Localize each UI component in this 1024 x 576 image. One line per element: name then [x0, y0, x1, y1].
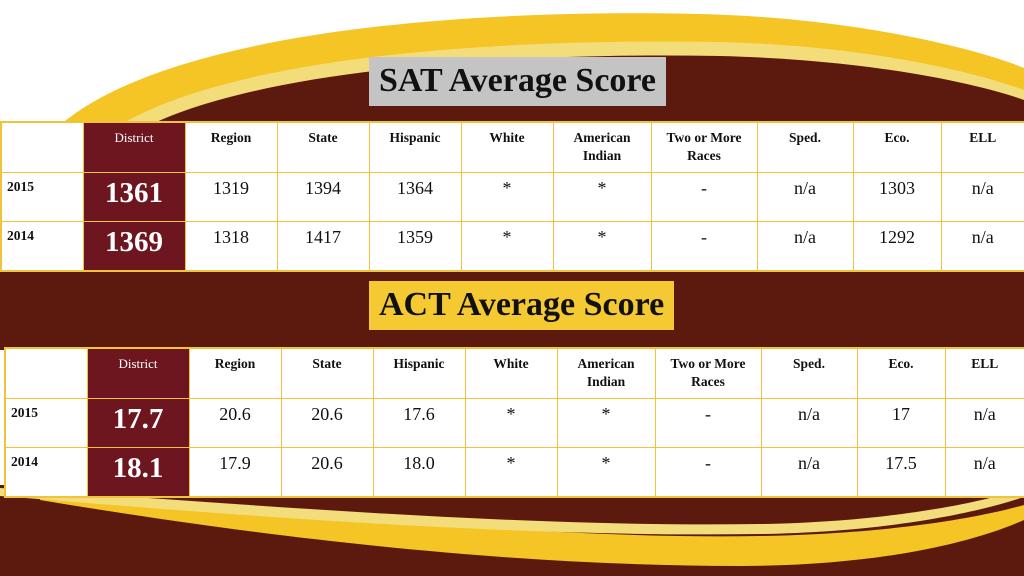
table-cell: n/a: [760, 398, 858, 448]
table-cell: n/a: [940, 172, 1024, 222]
table-cell: -: [654, 398, 762, 448]
header-cell-two-or-more-races: Two or More Races: [650, 121, 758, 173]
table-cell: -: [650, 172, 758, 222]
header-cell-district: District: [82, 121, 186, 173]
year-cell: 2015: [4, 398, 88, 448]
header-cell-white: White: [464, 347, 558, 399]
table-cell: 1394: [276, 172, 370, 222]
header-cell-sped: Sped.: [760, 347, 858, 399]
header-cell-state: State: [276, 121, 370, 173]
table-cell: 17: [856, 398, 946, 448]
header-cell-region: Region: [188, 347, 282, 399]
header-cell-eco: Eco.: [852, 121, 942, 173]
table-cell: 1364: [368, 172, 462, 222]
table-cell: *: [556, 398, 656, 448]
table-cell: 17.9: [188, 447, 282, 498]
table-cell: *: [552, 172, 652, 222]
district-score-cell: 17.7: [86, 398, 190, 448]
table-cell: 20.6: [280, 398, 374, 448]
year-cell: 2014: [0, 221, 84, 272]
table-cell: *: [464, 398, 558, 448]
table-cell: 1359: [368, 221, 462, 272]
table-cell: 1319: [184, 172, 278, 222]
table-cell: n/a: [940, 221, 1024, 272]
table-cell: 1303: [852, 172, 942, 222]
table-header-row: District Region State Hispanic White Ame…: [4, 347, 1024, 399]
table-cell: 18.0: [372, 447, 466, 498]
table-cell: 1318: [184, 221, 278, 272]
header-cell: [0, 121, 84, 173]
table-cell: n/a: [760, 447, 858, 498]
table-cell: -: [650, 221, 758, 272]
table-cell: 1292: [852, 221, 942, 272]
table-cell: n/a: [944, 447, 1024, 498]
table-row: 2015 1361 1319 1394 1364 * * - n/a 1303 …: [0, 172, 1024, 222]
table-row: 2015 17.7 20.6 20.6 17.6 * * - n/a 17 n/…: [4, 398, 1024, 448]
year-cell: 2015: [0, 172, 84, 222]
table-cell: -: [654, 447, 762, 498]
header-cell-ell: ELL: [944, 347, 1024, 399]
table-row: 2014 18.1 17.9 20.6 18.0 * * - n/a 17.5 …: [4, 447, 1024, 498]
header-cell: [4, 347, 88, 399]
header-cell-two-or-more-races: Two or More Races: [654, 347, 762, 399]
table-cell: 20.6: [188, 398, 282, 448]
header-cell-district: District: [86, 347, 190, 399]
header-cell-sped: Sped.: [756, 121, 854, 173]
header-cell-american-indian: American Indian: [556, 347, 656, 399]
table-cell: n/a: [756, 172, 854, 222]
district-score-cell: 1361: [82, 172, 186, 222]
table-cell: 20.6: [280, 447, 374, 498]
table-cell: 17.6: [372, 398, 466, 448]
sat-score-table: District Region State Hispanic White Ame…: [0, 121, 1024, 272]
header-cell-white: White: [460, 121, 554, 173]
table-cell: 17.5: [856, 447, 946, 498]
header-cell-region: Region: [184, 121, 278, 173]
table-cell: *: [460, 221, 554, 272]
header-cell-state: State: [280, 347, 374, 399]
district-score-cell: 18.1: [86, 447, 190, 498]
header-cell-eco: Eco.: [856, 347, 946, 399]
act-title: ACT Average Score: [369, 281, 675, 330]
header-cell-hispanic: Hispanic: [372, 347, 466, 399]
table-cell: n/a: [756, 221, 854, 272]
table-header-row: District Region State Hispanic White Ame…: [0, 121, 1024, 173]
table-cell: *: [460, 172, 554, 222]
header-cell-ell: ELL: [940, 121, 1024, 173]
table-cell: n/a: [944, 398, 1024, 448]
header-cell-hispanic: Hispanic: [368, 121, 462, 173]
table-cell: 1417: [276, 221, 370, 272]
act-score-table: District Region State Hispanic White Ame…: [4, 347, 1024, 498]
year-cell: 2014: [4, 447, 88, 498]
table-cell: *: [556, 447, 656, 498]
header-cell-american-indian: American Indian: [552, 121, 652, 173]
district-score-cell: 1369: [82, 221, 186, 272]
table-cell: *: [464, 447, 558, 498]
sat-title: SAT Average Score: [369, 57, 666, 106]
table-cell: *: [552, 221, 652, 272]
table-row: 2014 1369 1318 1417 1359 * * - n/a 1292 …: [0, 221, 1024, 272]
